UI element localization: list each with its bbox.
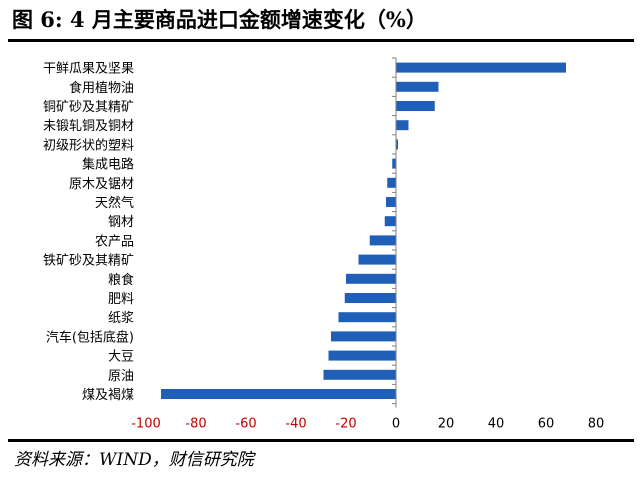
category-labels: 干鲜瓜果及坚果食用植物油铜矿砂及其精矿未锻轧铜及铜材初级形状的塑料集成电路原木及… bbox=[43, 62, 134, 403]
category-label: 农产品 bbox=[95, 234, 134, 249]
bar bbox=[331, 331, 396, 342]
bar bbox=[387, 177, 396, 188]
x-tick-label: 60 bbox=[538, 417, 555, 432]
bar bbox=[344, 293, 396, 303]
axis-layer bbox=[392, 57, 397, 408]
x-tick-label: 0 bbox=[392, 417, 400, 432]
x-tick-label: -20 bbox=[335, 417, 356, 432]
source-note: 资料来源：WIND，财信研究院 bbox=[14, 450, 254, 470]
bar bbox=[396, 139, 398, 150]
bar bbox=[396, 81, 439, 92]
category-label: 集成电路 bbox=[82, 157, 134, 173]
category-label: 天然气 bbox=[95, 195, 134, 211]
category-label: 大豆 bbox=[108, 350, 134, 365]
category-label: 煤及褐煤 bbox=[82, 388, 134, 403]
category-label: 粮食 bbox=[108, 272, 134, 288]
bar bbox=[396, 62, 566, 73]
bar bbox=[346, 273, 396, 284]
x-tick-label: -60 bbox=[235, 417, 256, 432]
bar bbox=[396, 120, 409, 131]
x-tick-label: 80 bbox=[588, 417, 605, 432]
bar bbox=[338, 312, 396, 323]
bars-layer bbox=[161, 62, 566, 399]
category-label: 纸浆 bbox=[108, 311, 134, 326]
category-label: 初级形状的塑料 bbox=[43, 137, 134, 153]
category-label: 原木及锯材 bbox=[69, 177, 134, 192]
category-label: 肥料 bbox=[108, 292, 134, 307]
bar bbox=[369, 235, 396, 246]
x-tick-label: -80 bbox=[185, 417, 206, 432]
source-rule bbox=[8, 439, 634, 442]
bar bbox=[358, 254, 396, 265]
bar bbox=[392, 158, 396, 169]
category-label: 原油 bbox=[108, 369, 134, 384]
category-label: 铁矿砂及其精矿 bbox=[43, 254, 134, 269]
category-label: 干鲜瓜果及坚果 bbox=[43, 62, 134, 77]
bar bbox=[384, 216, 396, 227]
bar bbox=[323, 369, 396, 380]
category-label: 未锻轧铜及铜材 bbox=[43, 119, 134, 134]
title-rule bbox=[8, 39, 634, 42]
x-tick-label: 20 bbox=[438, 417, 455, 432]
bar bbox=[161, 389, 396, 399]
x-tick-label: -100 bbox=[131, 417, 161, 432]
bar bbox=[396, 101, 435, 111]
bar bbox=[386, 197, 396, 207]
category-label: 钢材 bbox=[108, 215, 134, 230]
tick-labels: -100 -80 -60 -40 -20 0 20 40 60 80 bbox=[131, 417, 604, 432]
x-tick-label: -40 bbox=[285, 417, 306, 432]
figure-title: 图 6: 4 月主要商品进口金额增速变化（%） bbox=[12, 7, 427, 32]
bar bbox=[328, 350, 396, 361]
category-label: 汽车(包括底盘) bbox=[46, 329, 134, 345]
x-tick-label: 40 bbox=[488, 417, 505, 432]
category-label: 铜矿砂及其精矿 bbox=[43, 100, 134, 115]
category-label: 食用植物油 bbox=[69, 80, 134, 96]
